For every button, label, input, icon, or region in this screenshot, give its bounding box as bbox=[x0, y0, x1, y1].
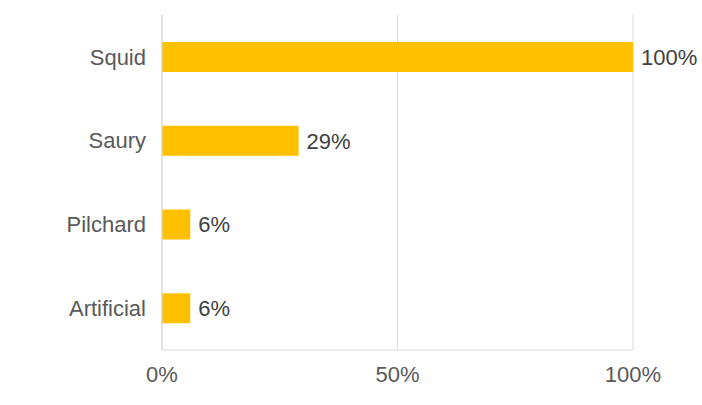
svg-text:6%: 6% bbox=[198, 296, 230, 321]
svg-text:100%: 100% bbox=[605, 362, 661, 387]
svg-text:Artificial: Artificial bbox=[69, 296, 146, 321]
svg-text:Squid: Squid bbox=[90, 45, 146, 70]
svg-text:Saury: Saury bbox=[89, 128, 146, 153]
svg-text:100%: 100% bbox=[641, 45, 697, 70]
svg-text:0%: 0% bbox=[146, 362, 178, 387]
svg-text:Pilchard: Pilchard bbox=[67, 212, 146, 237]
svg-text:29%: 29% bbox=[307, 129, 351, 154]
svg-text:50%: 50% bbox=[375, 362, 419, 387]
svg-text:6%: 6% bbox=[198, 212, 230, 237]
